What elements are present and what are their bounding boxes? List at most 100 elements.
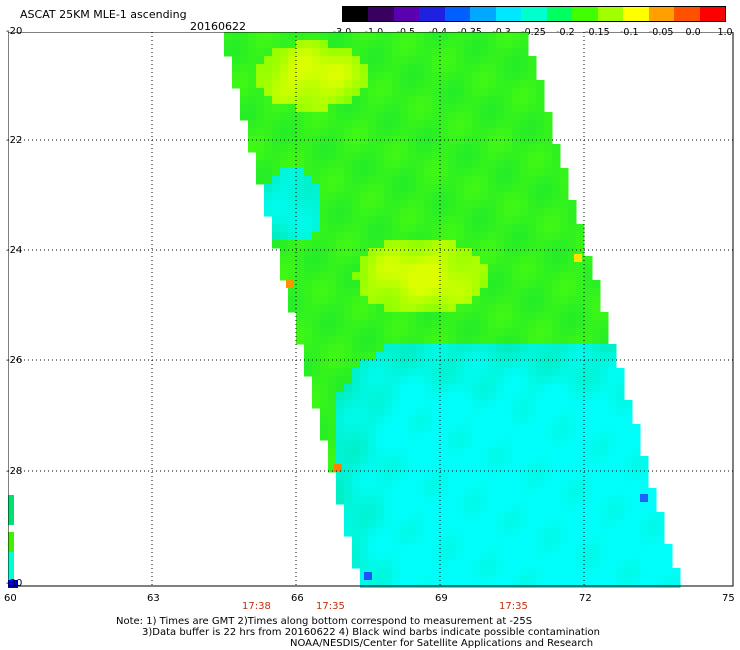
swath-cell	[488, 440, 497, 449]
swath-cell	[392, 376, 401, 385]
swath-cell	[496, 288, 505, 297]
swath-cell	[512, 368, 521, 377]
swath-cell	[504, 528, 513, 537]
swath-cell	[536, 208, 545, 217]
swath-cell	[286, 280, 294, 288]
swath-cell	[448, 536, 457, 545]
swath-cell	[496, 240, 505, 249]
swath-cell	[384, 240, 393, 249]
swath-cell	[248, 64, 257, 73]
swath-cell	[528, 520, 537, 529]
swath-cell	[424, 312, 433, 321]
swath-cell	[272, 32, 281, 41]
swath-cell	[400, 504, 409, 513]
swath-cell	[416, 240, 425, 249]
swath-cell	[424, 352, 433, 361]
swath-cell	[288, 216, 297, 225]
swath-cell	[352, 256, 361, 265]
swath-cell	[512, 480, 521, 489]
swath-cell	[272, 128, 281, 137]
swath-cell	[464, 64, 473, 73]
swath-cell	[552, 392, 561, 401]
swath-cell	[448, 392, 457, 401]
swath-cell	[488, 424, 497, 433]
swath-cell	[616, 504, 625, 513]
swath-cell	[368, 568, 377, 577]
swath-cell	[464, 96, 473, 105]
swath-cell	[640, 568, 649, 577]
swath-cell	[584, 560, 593, 569]
swath-cell	[416, 88, 425, 97]
swath-cell	[392, 96, 401, 105]
y-tick-label: -24	[6, 245, 23, 256]
swath-cell	[424, 480, 433, 489]
swath-cell	[440, 112, 449, 121]
swath-cell	[384, 216, 393, 225]
swath-cell	[576, 392, 585, 401]
swath-cell	[376, 536, 385, 545]
swath-cell	[536, 424, 545, 433]
swath-cell	[568, 512, 577, 521]
swath-cell	[304, 208, 313, 217]
swath-cell	[376, 168, 385, 177]
swath-cell	[320, 56, 329, 65]
swath-cell	[552, 296, 561, 305]
swath-cell	[360, 496, 369, 505]
swath-cell	[368, 392, 377, 401]
swath-cell	[456, 368, 465, 377]
swath-cell	[360, 256, 369, 265]
swath-cell	[448, 112, 457, 121]
swath-cell	[568, 296, 577, 305]
swath-cell	[256, 112, 265, 121]
swath-cell	[560, 432, 569, 441]
swath-cell	[352, 232, 361, 241]
swath-cell	[576, 416, 585, 425]
swath-cell	[512, 200, 521, 209]
swath-cell	[472, 168, 481, 177]
swath-cell	[384, 568, 393, 577]
swath-cell	[224, 40, 233, 49]
swath-cell	[608, 512, 617, 521]
swath-cell	[352, 272, 361, 281]
swath-cell	[288, 96, 297, 105]
swath-cell	[336, 456, 345, 465]
swath-cell	[528, 96, 537, 105]
swath-cell	[408, 552, 417, 561]
swath-cell	[328, 160, 337, 169]
swath-cell	[440, 344, 449, 353]
swath-cell	[520, 392, 529, 401]
swath-cell	[464, 496, 473, 505]
swath-cell	[432, 488, 441, 497]
swath-cell	[432, 264, 441, 273]
swath-cell	[360, 416, 369, 425]
swath-cell	[472, 80, 481, 89]
swath-cell	[512, 496, 521, 505]
swath-cell	[344, 408, 353, 417]
swath-cell	[456, 96, 465, 105]
swath-cell	[520, 48, 529, 57]
swath-cell	[416, 296, 425, 305]
swath-cell	[408, 104, 417, 113]
swath-cell	[472, 328, 481, 337]
swath-cell	[464, 376, 473, 385]
swath-cell	[480, 40, 489, 49]
swath-cell	[248, 144, 257, 153]
swath-cell	[640, 520, 649, 529]
swath-cell	[328, 312, 337, 321]
swath-cell	[432, 168, 441, 177]
swath-cell	[384, 32, 393, 41]
swath-cell	[344, 320, 353, 329]
swath-cell	[336, 120, 345, 129]
swath-cell	[440, 512, 449, 521]
swath-cell	[384, 536, 393, 545]
swath-cell	[584, 288, 593, 297]
swath-cell	[616, 464, 625, 473]
colorbar-swatch	[368, 7, 394, 21]
swath-cell	[480, 400, 489, 409]
swath-cell	[296, 232, 305, 241]
swath-cell	[600, 472, 609, 481]
swath-cell	[288, 80, 297, 89]
colorbar-swatch	[623, 7, 649, 21]
swath-cell	[456, 424, 465, 433]
swath-cell	[312, 360, 321, 369]
